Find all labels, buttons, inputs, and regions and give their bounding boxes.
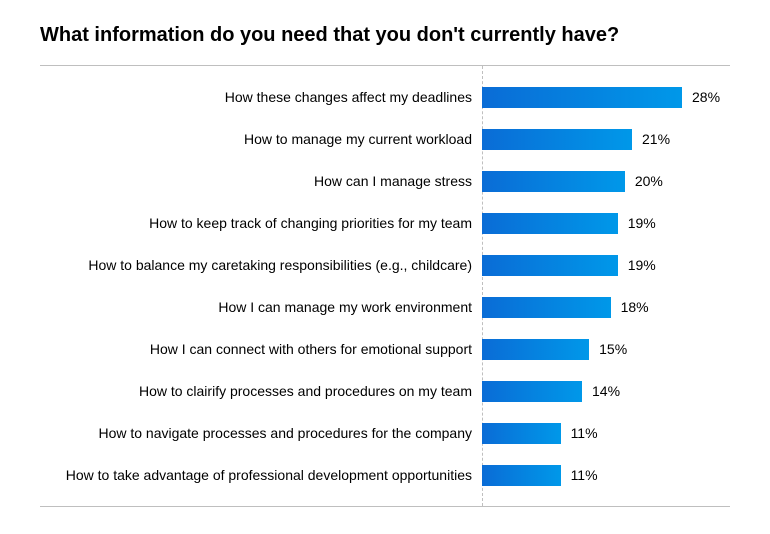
row-label: How these changes affect my deadlines	[40, 89, 482, 105]
bar	[482, 465, 561, 486]
row-label: How can I manage stress	[40, 173, 482, 189]
value-label: 21%	[642, 131, 670, 147]
row-label: How to balance my caretaking responsibil…	[40, 257, 482, 273]
value-label: 19%	[628, 257, 656, 273]
row-bar-area: 19%	[482, 255, 730, 276]
bar	[482, 171, 625, 192]
chart-container: What information do you need that you do…	[0, 0, 770, 531]
chart-row: How to keep track of changing priorities…	[40, 202, 730, 244]
value-label: 11%	[571, 467, 598, 483]
row-bar-area: 11%	[482, 465, 730, 486]
value-label: 15%	[599, 341, 627, 357]
bar	[482, 87, 682, 108]
row-bar-area: 14%	[482, 381, 730, 402]
chart-title: What information do you need that you do…	[40, 24, 730, 47]
row-label: How to navigate processes and procedures…	[40, 425, 482, 441]
chart-row: How I can connect with others for emotio…	[40, 328, 730, 370]
row-bar-area: 18%	[482, 297, 730, 318]
row-label: How to manage my current workload	[40, 131, 482, 147]
bar	[482, 129, 632, 150]
value-label: 14%	[592, 383, 620, 399]
bottom-rule	[40, 506, 730, 507]
row-label: How I can connect with others for emotio…	[40, 341, 482, 357]
bar	[482, 423, 561, 444]
row-label: How I can manage my work environment	[40, 299, 482, 315]
chart-row: How to take advantage of professional de…	[40, 454, 730, 496]
row-bar-area: 15%	[482, 339, 730, 360]
chart-row: How can I manage stress 20%	[40, 160, 730, 202]
value-label: 11%	[571, 425, 598, 441]
row-bar-area: 28%	[482, 87, 730, 108]
chart-row: How to manage my current workload 21%	[40, 118, 730, 160]
value-label: 28%	[692, 89, 720, 105]
value-label: 20%	[635, 173, 663, 189]
value-label: 19%	[628, 215, 656, 231]
row-label: How to take advantage of professional de…	[40, 467, 482, 483]
row-bar-area: 20%	[482, 171, 730, 192]
row-bar-area: 11%	[482, 423, 730, 444]
chart-row: How these changes affect my deadlines 28%	[40, 76, 730, 118]
row-bar-area: 21%	[482, 129, 730, 150]
chart-row: How to navigate processes and procedures…	[40, 412, 730, 454]
chart-row: How to clairify processes and procedures…	[40, 370, 730, 412]
chart-row: How I can manage my work environment 18%	[40, 286, 730, 328]
bar	[482, 381, 582, 402]
row-bar-area: 19%	[482, 213, 730, 234]
bar	[482, 297, 611, 318]
row-label: How to keep track of changing priorities…	[40, 215, 482, 231]
bar	[482, 255, 618, 276]
chart-row: How to balance my caretaking responsibil…	[40, 244, 730, 286]
row-label: How to clairify processes and procedures…	[40, 383, 482, 399]
bar	[482, 213, 618, 234]
value-label: 18%	[621, 299, 649, 315]
chart-body: How these changes affect my deadlines 28%…	[40, 66, 730, 506]
bar	[482, 339, 589, 360]
